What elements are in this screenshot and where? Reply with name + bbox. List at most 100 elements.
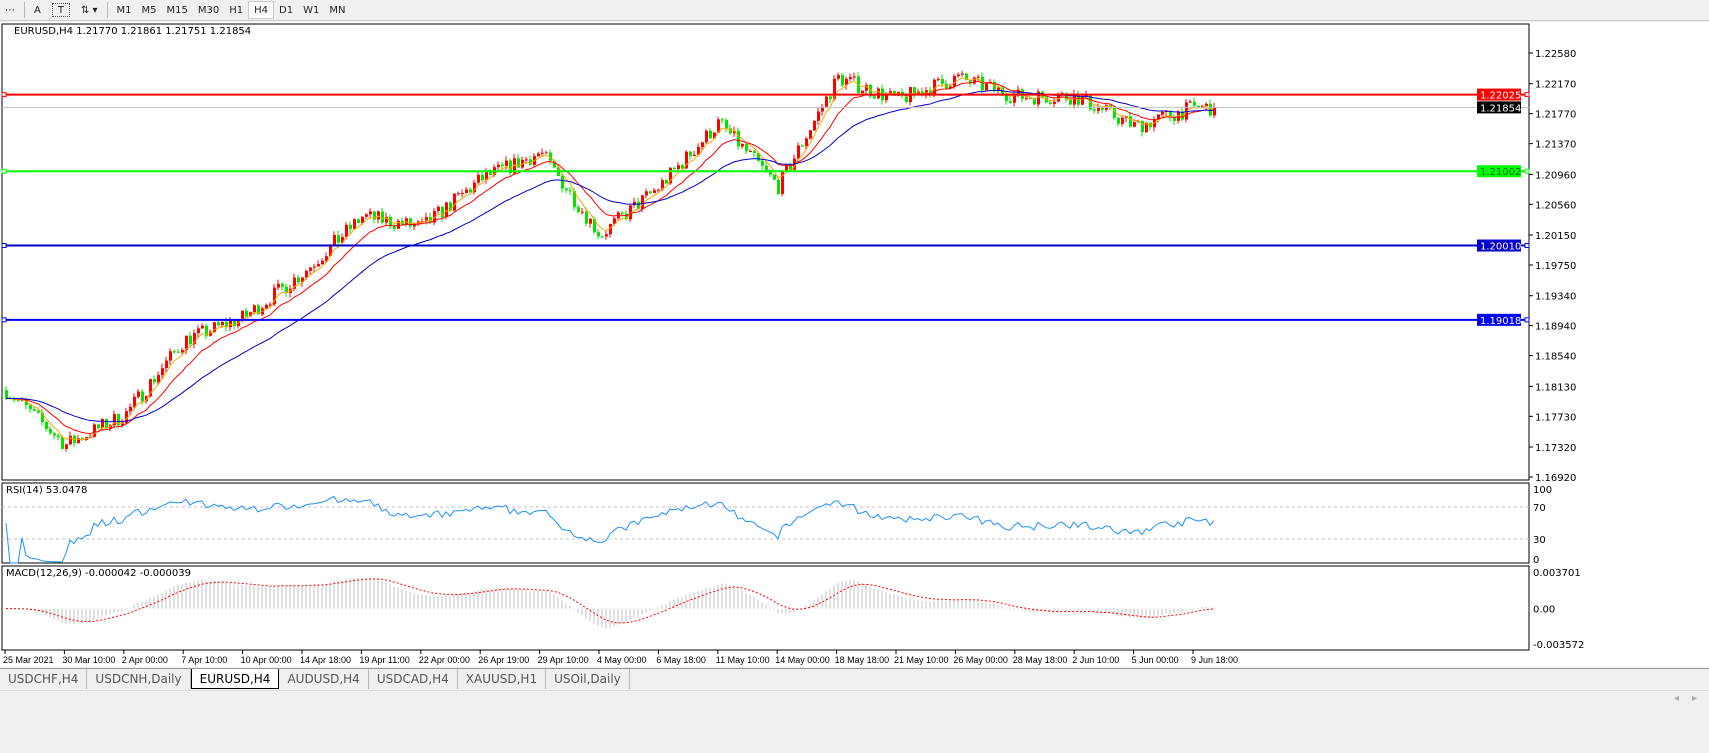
time-tick-label: 4 May 00:00 bbox=[597, 655, 647, 665]
bear-candle bbox=[993, 81, 996, 91]
bear-candle bbox=[1005, 95, 1008, 102]
bear-candle bbox=[441, 206, 444, 218]
timeframe-w1[interactable]: W1 bbox=[303, 4, 320, 16]
timeframe-h4[interactable]: H4 bbox=[248, 1, 275, 19]
timeframe-m30[interactable]: M30 bbox=[197, 4, 220, 16]
bear-candle bbox=[565, 188, 568, 191]
scroll-right-icon[interactable]: ▸ bbox=[1691, 693, 1697, 704]
bear-candle bbox=[1109, 105, 1112, 107]
bear-candle bbox=[625, 213, 628, 220]
bull-candle bbox=[157, 375, 160, 383]
bear-candle bbox=[765, 165, 768, 170]
bear-candle bbox=[389, 216, 392, 227]
bear-candle bbox=[769, 169, 772, 175]
bear-candle bbox=[5, 390, 8, 399]
time-tick-label: 26 Apr 19:00 bbox=[478, 655, 529, 665]
bear-candle bbox=[509, 160, 512, 174]
time-tick-label: 10 Apr 00:00 bbox=[241, 655, 292, 665]
bull-candle bbox=[1133, 122, 1136, 127]
text-label-tool-button[interactable]: T bbox=[51, 3, 70, 17]
bull-candle bbox=[269, 304, 272, 306]
time-tick-label: 14 May 00:00 bbox=[775, 655, 830, 665]
bear-candle bbox=[561, 176, 564, 189]
bull-candle bbox=[309, 267, 312, 271]
bear-candle bbox=[449, 202, 452, 211]
bull-candle bbox=[545, 152, 548, 154]
bear-candle bbox=[37, 410, 40, 413]
bear-candle bbox=[517, 158, 520, 168]
text-tool-button[interactable]: A bbox=[34, 4, 41, 16]
bull-candle bbox=[1073, 93, 1076, 105]
tab-usdcad-h4[interactable]: USDCAD,H4 bbox=[369, 669, 458, 689]
bear-candle bbox=[829, 96, 832, 99]
timeframe-mn[interactable]: MN bbox=[329, 4, 346, 16]
bear-candle bbox=[969, 79, 972, 84]
tab-eurusd-h4[interactable]: EURUSD,H4 bbox=[190, 669, 280, 689]
bull-candle bbox=[609, 223, 612, 235]
bull-candle bbox=[317, 264, 320, 267]
bull-candle bbox=[425, 217, 428, 222]
bear-candle bbox=[1045, 97, 1048, 103]
bear-candle bbox=[41, 412, 44, 422]
bear-candle bbox=[981, 76, 984, 91]
bull-candle bbox=[325, 256, 328, 261]
bear-candle bbox=[489, 171, 492, 175]
macd-tick-label: 0.003701 bbox=[1533, 568, 1581, 579]
time-tick-label: 21 May 10:00 bbox=[894, 655, 949, 665]
current-price-bg bbox=[1477, 101, 1521, 114]
timeframe-m5[interactable]: M5 bbox=[141, 4, 157, 16]
bear-candle bbox=[105, 419, 108, 429]
rsi-tick-label: 70 bbox=[1533, 503, 1546, 514]
period-separator-icon[interactable]: ⋯ bbox=[5, 4, 15, 16]
bull-candle bbox=[605, 234, 608, 237]
bear-candle bbox=[673, 167, 676, 170]
timeframe-d1[interactable]: D1 bbox=[279, 4, 294, 16]
tab-usdchf-h4[interactable]: USDCHF,H4 bbox=[0, 669, 88, 689]
time-tick-label: 7 Apr 10:00 bbox=[181, 655, 227, 665]
bull-candle bbox=[329, 244, 332, 257]
bull-candle bbox=[889, 91, 892, 95]
bull-candle bbox=[361, 216, 364, 223]
divider bbox=[24, 2, 25, 18]
bear-candle bbox=[1077, 93, 1080, 105]
bull-candle bbox=[221, 321, 224, 326]
bull-candle bbox=[201, 325, 204, 329]
bull-candle bbox=[849, 77, 852, 79]
price-tick-label: 1.20960 bbox=[1535, 170, 1576, 181]
bear-candle bbox=[205, 325, 208, 336]
timeframe-m15[interactable]: M15 bbox=[166, 4, 188, 16]
bear-candle bbox=[569, 190, 572, 192]
bull-candle bbox=[1081, 96, 1084, 105]
bull-candle bbox=[525, 159, 528, 161]
timeframe-m1[interactable]: M1 bbox=[116, 4, 132, 16]
bear-candle bbox=[1193, 101, 1196, 106]
time-tick-label: 2 Apr 00:00 bbox=[122, 655, 168, 665]
price-line-label-bg bbox=[1477, 239, 1521, 252]
bull-candle bbox=[1205, 103, 1208, 107]
bull-candle bbox=[809, 130, 812, 139]
bear-candle bbox=[681, 165, 684, 169]
bull-candle bbox=[1013, 95, 1016, 103]
price-line-label: 1.20010 bbox=[1480, 242, 1521, 253]
bear-candle bbox=[965, 73, 968, 80]
scroll-left-icon[interactable]: ◂ bbox=[1673, 693, 1679, 704]
bull-candle bbox=[129, 406, 132, 412]
bull-candle bbox=[645, 191, 648, 196]
bear-candle bbox=[189, 335, 192, 345]
timeframe-h1[interactable]: H1 bbox=[229, 4, 244, 16]
bull-candle bbox=[669, 167, 672, 184]
bear-candle bbox=[665, 180, 668, 184]
tab-xauusd-h1[interactable]: XAUUSD,H1 bbox=[458, 669, 547, 689]
bear-candle bbox=[777, 179, 780, 194]
bull-candle bbox=[1153, 119, 1156, 128]
tab-usdcnh-daily[interactable]: USDCNH,Daily bbox=[87, 669, 191, 689]
bear-candle bbox=[1069, 99, 1072, 105]
time-tick-label: 14 Apr 18:00 bbox=[300, 655, 351, 665]
chart-area[interactable]: 1.22580 1.22170 1.21770 1.21370 1.20960 1.205… bbox=[0, 22, 1709, 667]
tab-audusd-h4[interactable]: AUDUSD,H4 bbox=[279, 669, 369, 689]
bull-candle bbox=[749, 150, 752, 152]
arrows-icon[interactable]: ⇅ ▾ bbox=[80, 4, 98, 16]
bull-candle bbox=[677, 165, 680, 170]
time-tick-label: 28 May 18:00 bbox=[1013, 655, 1068, 665]
tab-usoil-daily[interactable]: USOil,Daily bbox=[546, 669, 630, 689]
